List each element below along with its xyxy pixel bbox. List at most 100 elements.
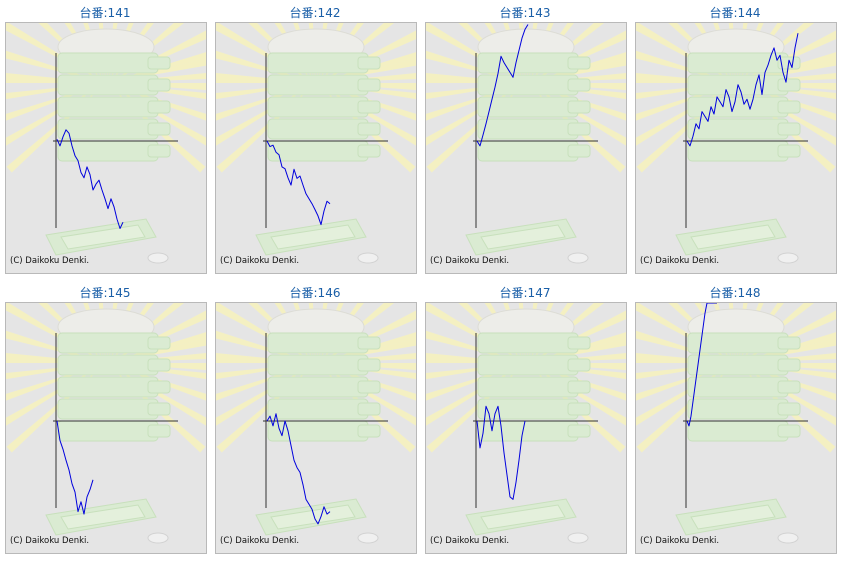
series-line	[476, 24, 529, 147]
tray-stack-shape	[57, 332, 159, 354]
series-line	[56, 420, 94, 515]
bottom-tray-inner-shape	[60, 504, 146, 530]
chart-title[interactable]: 台番:141	[79, 6, 131, 20]
chart-svg	[426, 303, 626, 544]
tray-handle-shape	[777, 380, 801, 394]
tray-handle-shape	[147, 380, 171, 394]
chart-title[interactable]: 台番:144	[709, 6, 761, 20]
chart-title[interactable]: 台番:147	[499, 286, 551, 300]
series-line	[476, 405, 526, 500]
tray-stack-shape	[687, 52, 789, 74]
bottom-tray-inner-shape	[60, 224, 146, 250]
tray-handle-shape	[567, 424, 591, 438]
tray-stack-shape	[477, 118, 579, 140]
tray-handle-shape	[357, 122, 381, 136]
chart-title[interactable]: 台番:143	[499, 6, 551, 20]
slot-machine-medal-tray-icon	[636, 303, 836, 544]
tray-handle-shape	[357, 380, 381, 394]
tray-handle-shape	[777, 402, 801, 416]
chart-title[interactable]: 台番:146	[289, 286, 341, 300]
tray-stack-shape	[687, 376, 789, 398]
chart-cell: 台番:142 (C) Daikoku Denki.	[210, 0, 420, 280]
chart-cell: 台番:143 (C) Daikoku Denki.	[420, 0, 630, 280]
tray-stack-shape	[267, 354, 369, 376]
tray-handle-shape	[357, 56, 381, 70]
chart-svg	[636, 23, 836, 264]
chart-title[interactable]: 台番:145	[79, 286, 131, 300]
series-line	[686, 33, 799, 147]
tray-stack-shape	[687, 354, 789, 376]
bottom-tray-inner-shape	[690, 224, 776, 250]
tray-stack-shape	[477, 140, 579, 162]
tray-handle-shape	[147, 100, 171, 114]
tray-handle-shape	[567, 358, 591, 372]
slot-machine-medal-tray-icon	[216, 23, 416, 264]
chart-panel: (C) Daikoku Denki.	[5, 22, 207, 274]
chart-cell: 台番:148 (C) Daikoku Denki.	[630, 280, 840, 560]
tray-handle-shape	[357, 100, 381, 114]
slot-machine-medal-tray-icon	[426, 23, 626, 264]
tray-stack-shape	[57, 118, 159, 140]
chart-panel: (C) Daikoku Denki.	[425, 22, 627, 274]
tray-handle-shape	[567, 56, 591, 70]
chart-panel: (C) Daikoku Denki.	[635, 22, 837, 274]
tray-stack-shape	[687, 420, 789, 442]
tray-stack-shape	[477, 74, 579, 96]
medal-coin-shape	[777, 252, 799, 264]
tray-handle-shape	[567, 100, 591, 114]
chart-panel: (C) Daikoku Denki.	[425, 302, 627, 554]
medal-coin-shape	[147, 532, 169, 544]
tray-handle-shape	[777, 358, 801, 372]
tray-stack-shape	[57, 74, 159, 96]
slot-machine-medal-tray-icon	[216, 303, 416, 544]
slot-machine-medal-tray-icon	[426, 303, 626, 544]
copyright-text: (C) Daikoku Denki.	[640, 536, 720, 546]
tray-stack-shape	[57, 376, 159, 398]
tray-stack-shape	[267, 118, 369, 140]
chart-cell: 台番:141 (C) Daikoku Denki.	[0, 0, 210, 280]
chart-title[interactable]: 台番:148	[709, 286, 761, 300]
tray-handle-shape	[777, 144, 801, 158]
tray-handle-shape	[147, 358, 171, 372]
tray-handle-shape	[567, 78, 591, 92]
chart-title[interactable]: 台番:142	[289, 6, 341, 20]
tray-handle-shape	[147, 144, 171, 158]
tray-handle-shape	[147, 402, 171, 416]
medal-coin-shape	[567, 252, 589, 264]
tray-stack-shape	[57, 96, 159, 118]
tray-handle-shape	[357, 144, 381, 158]
tray-stack-shape	[687, 118, 789, 140]
tray-stack-shape	[57, 420, 159, 442]
tray-handle-shape	[147, 336, 171, 350]
tray-stack-shape	[267, 332, 369, 354]
tray-handle-shape	[567, 144, 591, 158]
copyright-text: (C) Daikoku Denki.	[430, 256, 510, 266]
tray-handle-shape	[357, 358, 381, 372]
tray-handle-shape	[777, 336, 801, 350]
tray-stack-shape	[57, 398, 159, 420]
tray-stack-shape	[57, 140, 159, 162]
chart-panel: (C) Daikoku Denki.	[5, 302, 207, 554]
tray-handle-shape	[777, 100, 801, 114]
chart-cell: 台番:146 (C) Daikoku Denki.	[210, 280, 420, 560]
copyright-text: (C) Daikoku Denki.	[430, 536, 510, 546]
series-line	[266, 140, 331, 226]
tray-stack-shape	[267, 74, 369, 96]
tray-stack-shape	[687, 332, 789, 354]
bottom-tray-inner-shape	[480, 504, 566, 530]
slot-machine-medal-tray-icon	[6, 23, 206, 264]
tray-stack-shape	[687, 140, 789, 162]
chart-cell: 台番:144 (C) Daikoku Denki.	[630, 0, 840, 280]
medal-coin-shape	[777, 532, 799, 544]
tray-handle-shape	[777, 122, 801, 136]
tray-stack-shape	[477, 332, 579, 354]
tray-stack-shape	[267, 398, 369, 420]
tray-stack-shape	[477, 354, 579, 376]
tray-handle-shape	[147, 122, 171, 136]
chart-cell: 台番:145 (C) Daikoku Denki.	[0, 280, 210, 560]
chart-panel: (C) Daikoku Denki.	[635, 302, 837, 554]
tray-handle-shape	[357, 402, 381, 416]
tray-handle-shape	[567, 122, 591, 136]
tray-stack-shape	[687, 398, 789, 420]
